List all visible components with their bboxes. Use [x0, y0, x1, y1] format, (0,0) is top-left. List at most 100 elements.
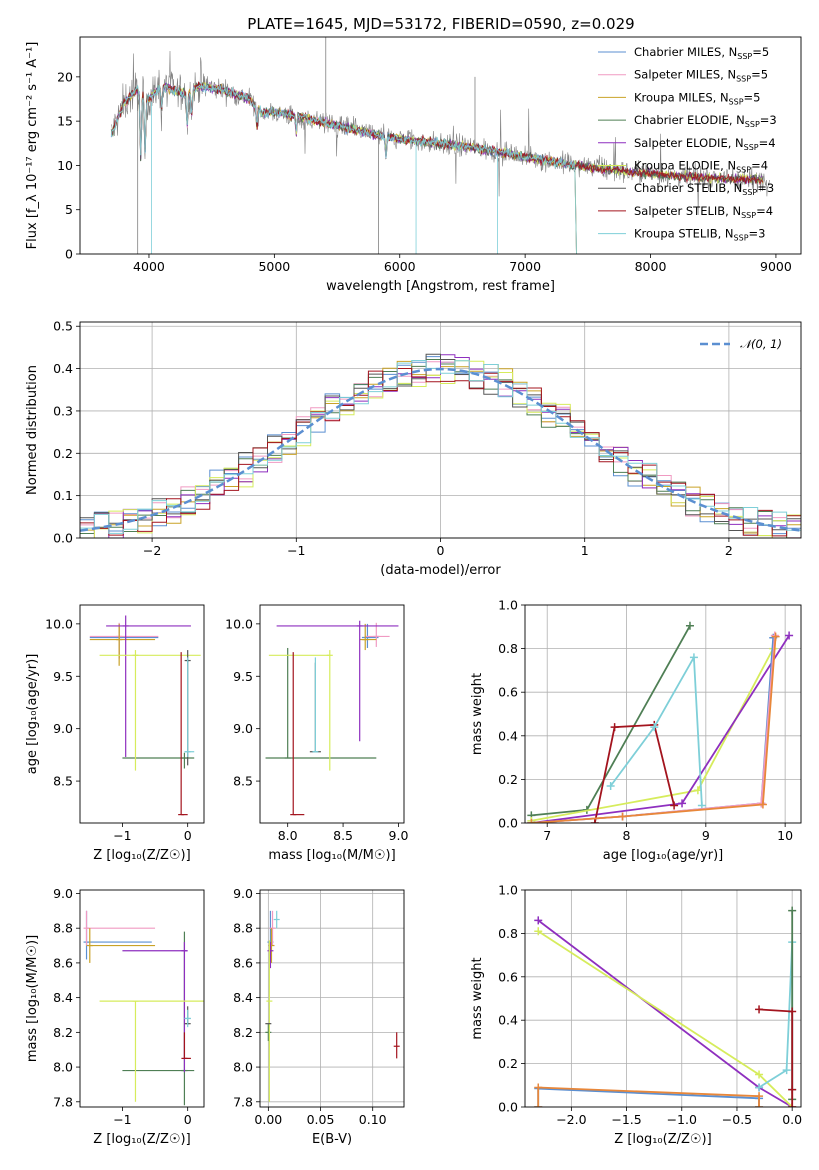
massweight-vs-Z-ytick-label: 0.8: [498, 926, 518, 941]
massweight-vs-Z-ytick-label: 0.0: [498, 1100, 518, 1115]
age-vs-mass-xtick-label: 8.0: [278, 828, 298, 843]
age-vs-mass-xtick-label: 8.5: [333, 828, 353, 843]
residuals-ylabel: Normed distribution: [25, 365, 40, 495]
point-marker: [685, 621, 694, 630]
point-marker: [618, 812, 627, 821]
age-vs-mass-axes: 8.0 8.5 9.0 8.5 9.0 9.5 10.0 mass [log₁₀(M/M☉)]: [225, 604, 409, 863]
massweight-vs-Z-xtick-label: 0.0: [782, 1112, 802, 1127]
legend-entry: Kroupa STELIB, NSSP=3: [634, 227, 765, 243]
series-line: [609, 656, 703, 806]
residuals-axes: −2 −1 0 1 2 0.0 0.1 0.2 0.3 0.4 0.5 (data-model)/er…: [25, 319, 802, 578]
plots-layer: 4000 5000 6000 7000 8000 900005101520waveleng…: [25, 36, 802, 1148]
point-marker: [755, 1005, 764, 1014]
spectrum-xlabel: wavelength [Angstrom, rest frame]: [326, 279, 555, 294]
age-vs-mass-ytick-label: 8.5: [233, 774, 253, 789]
point-marker: [788, 1085, 797, 1094]
spectrum-ytick-label: 20: [57, 69, 73, 84]
point-marker: [757, 799, 766, 808]
series-line: [593, 724, 675, 823]
residuals-ytick-label: 0.0: [53, 531, 73, 546]
residuals-xlabel: (data-model)/error: [380, 563, 501, 578]
point-marker: [534, 927, 543, 936]
mass-vs-Z-ytick-label: 9.0: [53, 886, 73, 901]
mass-vs-EBV-ytick-label: 9.0: [233, 886, 253, 901]
mass-vs-Z-ytick-label: 7.8: [53, 1094, 73, 1109]
age-vs-Z-ytick-label: 9.0: [53, 721, 73, 736]
age-vs-Z-xlabel: Z [log₁₀(Z/Z☉)]: [93, 848, 190, 863]
age-vs-mass-xlabel: mass [log₁₀(M/M☉)]: [268, 848, 395, 863]
massweight-vs-age-ytick-label: 0.2: [498, 772, 518, 787]
massweight-vs-age-xtick-label: 8: [623, 828, 631, 843]
massweight-vs-Z-ytick-label: 0.4: [498, 1013, 518, 1028]
mass-vs-Z-axes: −1 0 7.8 8.0 8.2 8.4 8.6 8.8 9.0 Z [log₁₀(Z/Z☉)] m…: [25, 886, 205, 1147]
residuals-frame: [79, 321, 802, 539]
series-line: [531, 636, 777, 823]
spectrum-data-line: [111, 50, 770, 216]
residuals-xtick-label: 1: [581, 543, 589, 558]
mass-vs-Z-xtick-label: 0: [184, 1112, 192, 1127]
legend-entry: Salpeter ELODIE, NSSP=4: [634, 136, 776, 152]
massweight-vs-Z-ytick-label: 0.6: [498, 969, 518, 984]
mass-vs-Z-plot-area: [83, 910, 204, 1106]
residuals-xtick-label: 2: [725, 543, 733, 558]
age-vs-mass-frame: [259, 604, 405, 824]
point-marker: [689, 653, 698, 662]
mass-vs-Z-xlabel: Z [log₁₀(Z/Z☉)]: [93, 1132, 190, 1147]
mass-vs-Z-ytick-label: 8.6: [53, 955, 73, 970]
mass-vs-Z-ytick-label: 8.8: [53, 921, 73, 936]
point-marker: [606, 781, 615, 790]
mass-vs-Z-ytick-label: 8.4: [53, 990, 73, 1005]
age-vs-Z-frame: [79, 604, 205, 824]
residuals-xtick-label: −2: [143, 543, 161, 558]
series-line: [537, 930, 793, 1107]
mass-vs-Z-frame: [79, 889, 205, 1108]
point-marker: [755, 1070, 764, 1079]
age-vs-Z-ylabel: age [log₁₀(age/yr)]: [25, 654, 40, 775]
age-vs-mass-ytick-label: 9.0: [233, 721, 253, 736]
mass-vs-EBV-frame: [259, 889, 405, 1108]
spectrum-ytick-label: 15: [57, 114, 73, 129]
point-marker: [782, 1066, 791, 1075]
massweight-vs-Z-frame: [524, 889, 802, 1108]
spectrum-frame: [79, 36, 802, 255]
massweight-vs-Z-ylabel: mass weight: [470, 957, 485, 1039]
massweight-vs-Z-axes: −2.0 −1.5 −1.0 −0.5 0.0 0.0 0.2 0.4 0.6 0.8 1.0 Z […: [470, 883, 802, 1148]
age-vs-Z-xtick-label: −1: [113, 828, 131, 843]
mass-vs-EBV-ytick-label: 8.4: [233, 990, 253, 1005]
mass-vs-Z-ytick-label: 8.2: [53, 1025, 73, 1040]
age-vs-Z-xtick-label: 0: [184, 828, 192, 843]
age-vs-Z-ytick-label: 8.5: [53, 774, 73, 789]
point-marker: [788, 1007, 797, 1016]
spectrum-xtick-label: 4000: [133, 259, 165, 274]
mass-vs-Z-ylabel: mass [log₁₀(M/M☉)]: [25, 935, 40, 1062]
point-marker: [610, 723, 619, 732]
massweight-vs-age-ytick-label: 0.4: [498, 728, 518, 743]
point-marker: [678, 799, 687, 808]
age-vs-mass-xtick-label: 9.0: [389, 828, 409, 843]
legend-entry: Chabrier STELIB, NSSP=3: [634, 181, 774, 197]
series-line: [758, 1008, 794, 1107]
mass-vs-EBV-xtick-label: 0.00: [254, 1112, 282, 1127]
mass-vs-EBV-ytick-label: 8.8: [233, 921, 253, 936]
spectrum-xtick-label: 5000: [258, 259, 290, 274]
massweight-vs-age-ytick-label: 0.0: [498, 816, 518, 831]
point-marker: [758, 800, 767, 809]
point-marker: [755, 1092, 764, 1101]
spectrum-plot-area: [110, 37, 770, 254]
histogram-kroupa-elodie: [80, 360, 801, 538]
series-line: [531, 648, 774, 822]
point-marker: [534, 1083, 543, 1092]
histogram-kroupa-stelib: [80, 360, 801, 534]
massweight-vs-age-ytick-label: 1.0: [498, 598, 518, 613]
normal-reference-curve: [80, 367, 801, 532]
series-line: [531, 635, 790, 823]
point-marker: [590, 819, 599, 823]
spectrum-xtick-label: 6000: [384, 259, 416, 274]
residuals-plot-area: [80, 353, 801, 538]
point-marker: [670, 801, 679, 810]
age-vs-Z-axes: −1 0 8.5 9.0 9.5 10.0 Z [log₁₀(Z/Z☉)] age [log₁…: [25, 604, 205, 863]
age-vs-Z-plot-area: [89, 615, 201, 816]
massweight-vs-age-xlabel: age [log₁₀(age/yr)]: [603, 848, 724, 863]
point-marker: [785, 631, 794, 640]
massweight-vs-age-plot-area: [527, 621, 794, 823]
